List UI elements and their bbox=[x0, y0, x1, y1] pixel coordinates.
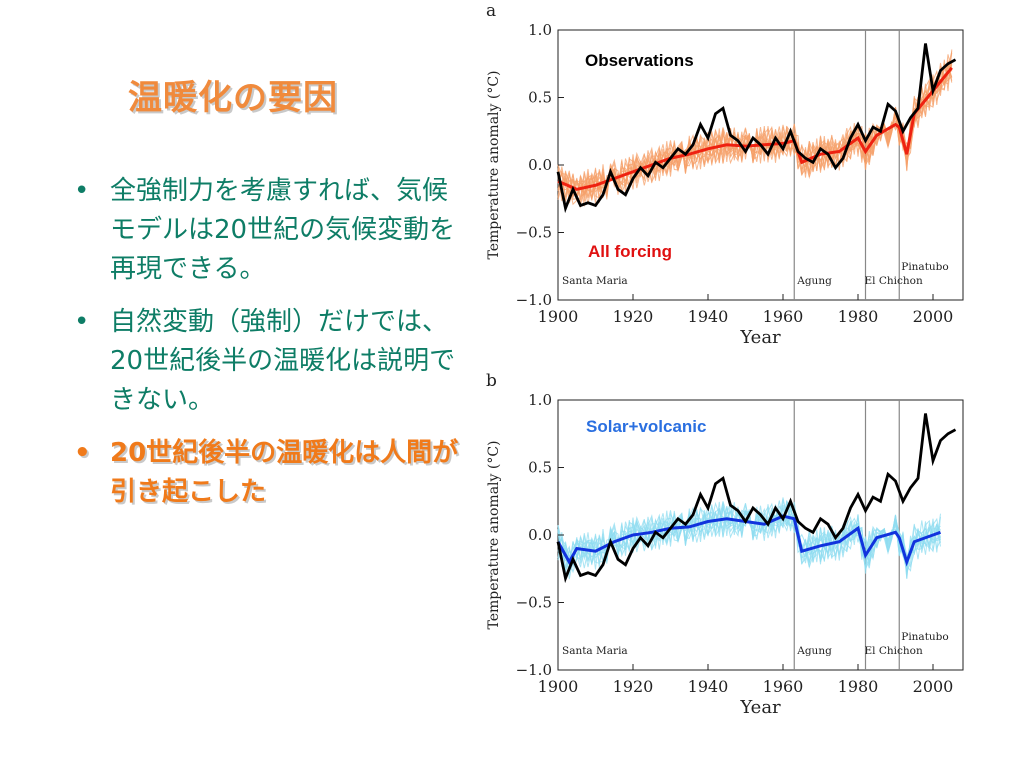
x-axis-label: Year bbox=[739, 697, 781, 718]
x-tick-label: 1980 bbox=[838, 307, 879, 326]
x-tick-label: 1960 bbox=[763, 677, 804, 696]
observations-line bbox=[556, 43, 957, 214]
y-tick-label: −0.5 bbox=[516, 224, 552, 242]
y-tick-label: 1.0 bbox=[528, 391, 552, 409]
bullet-item: • 全強制力を考慮すれば、気候モデルは20世紀の気候変動を再現できる。 bbox=[70, 172, 460, 289]
chart-panel-b: b 1900 1920 1940 1960 1980 2000 −1.0 −0.5 0.0 0.5 1… bbox=[478, 370, 988, 740]
x-tick-label: 1940 bbox=[688, 677, 729, 696]
y-tick-label: 1.0 bbox=[528, 21, 552, 39]
y-axis-label: Temperature anomaly (°C) bbox=[486, 70, 502, 259]
chart-panel-a: a 1900 1920 1940 1960 1980 2000 −1.0 −0.5 0.0 0.5 1… bbox=[478, 0, 988, 370]
x-tick-label: 1920 bbox=[613, 307, 654, 326]
y-tick-label: 0.0 bbox=[528, 526, 552, 544]
temperature-chart-all-forcing: a 1900 1920 1940 1960 1980 2000 −1.0 −0.5 0.0 0.5 1… bbox=[486, 1, 964, 348]
x-tick-label: 1980 bbox=[838, 677, 879, 696]
bullet-list: • 全強制力を考慮すれば、気候モデルは20世紀の気候変動を再現できる。 • 自然変動… bbox=[70, 172, 460, 526]
all-forcing-label: All forcing bbox=[588, 242, 672, 261]
slide-title: 温暖化の要因 bbox=[128, 78, 338, 118]
y-tick-label: 0.0 bbox=[528, 156, 552, 174]
y-tick-label: −1.0 bbox=[516, 661, 552, 679]
x-tick-label: 1960 bbox=[763, 307, 804, 326]
x-tick-label: 1900 bbox=[538, 307, 579, 326]
x-tick-label: 1900 bbox=[538, 677, 579, 696]
bullet-text: 自然変動（強制）だけでは、20世紀後半の温暖化は説明できない。 bbox=[110, 307, 456, 415]
solar-volcanic-label: Solar+volcanic bbox=[586, 417, 706, 436]
volcano-label: El Chichon bbox=[865, 645, 923, 657]
volcano-label: Pinatubo bbox=[901, 261, 948, 273]
bullet-dot: • bbox=[74, 176, 90, 206]
ensemble-members bbox=[557, 497, 941, 580]
x-tick-label: 2000 bbox=[913, 307, 954, 326]
panel-label: a bbox=[486, 1, 496, 21]
observations-label: Observations bbox=[585, 51, 694, 70]
y-axis-label: Temperature anomaly (°C) bbox=[486, 440, 502, 629]
volcano-label: Pinatubo bbox=[901, 631, 948, 643]
temperature-chart-solar-volcanic: b 1900 1920 1940 1960 1980 2000 −1.0 −0.5 0.0 0.5 1… bbox=[486, 371, 964, 718]
y-tick-label: −1.0 bbox=[516, 291, 552, 309]
observations-line bbox=[556, 413, 957, 584]
ensemble-members bbox=[557, 49, 953, 209]
model-mean-line bbox=[557, 66, 953, 191]
volcano-label: El Chichon bbox=[865, 275, 923, 287]
bullet-text: 20世紀後半の温暖化は人間が引き起こした bbox=[110, 438, 459, 507]
panel-label: b bbox=[486, 371, 497, 391]
bullet-item-highlight: • 20世紀後半の温暖化は人間が引き起こした bbox=[70, 434, 460, 512]
bullet-dot: • bbox=[74, 307, 90, 337]
x-tick-label: 1920 bbox=[613, 677, 654, 696]
y-tick-label: 0.5 bbox=[528, 89, 552, 107]
y-tick-label: 0.5 bbox=[528, 459, 552, 477]
x-tick-label: 1940 bbox=[688, 307, 729, 326]
bullet-item: • 自然変動（強制）だけでは、20世紀後半の温暖化は説明できない。 bbox=[70, 303, 460, 420]
volcano-label: Santa Maria bbox=[562, 275, 628, 287]
x-axis-label: Year bbox=[739, 327, 781, 348]
bullet-dot: • bbox=[74, 438, 91, 468]
bullet-text: 全強制力を考慮すれば、気候モデルは20世紀の気候変動を再現できる。 bbox=[110, 176, 456, 284]
volcano-label: Santa Maria bbox=[562, 645, 628, 657]
y-tick-label: −0.5 bbox=[516, 594, 552, 612]
volcano-label: Agung bbox=[796, 275, 832, 287]
volcano-label: Agung bbox=[796, 645, 832, 657]
x-tick-label: 2000 bbox=[913, 677, 954, 696]
